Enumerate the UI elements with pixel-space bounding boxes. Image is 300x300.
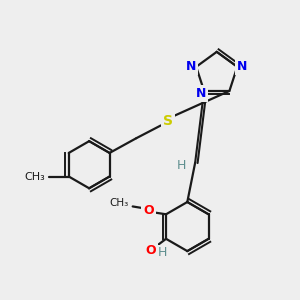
Text: O: O (145, 244, 156, 257)
Text: CH₃: CH₃ (110, 199, 129, 208)
Text: N: N (196, 87, 206, 101)
Text: CH₃: CH₃ (24, 172, 45, 182)
Text: N: N (237, 60, 247, 73)
Text: H: H (177, 159, 186, 172)
Text: N: N (186, 60, 196, 73)
Text: H: H (158, 246, 167, 259)
Text: S: S (163, 114, 173, 128)
Text: O: O (143, 204, 154, 217)
